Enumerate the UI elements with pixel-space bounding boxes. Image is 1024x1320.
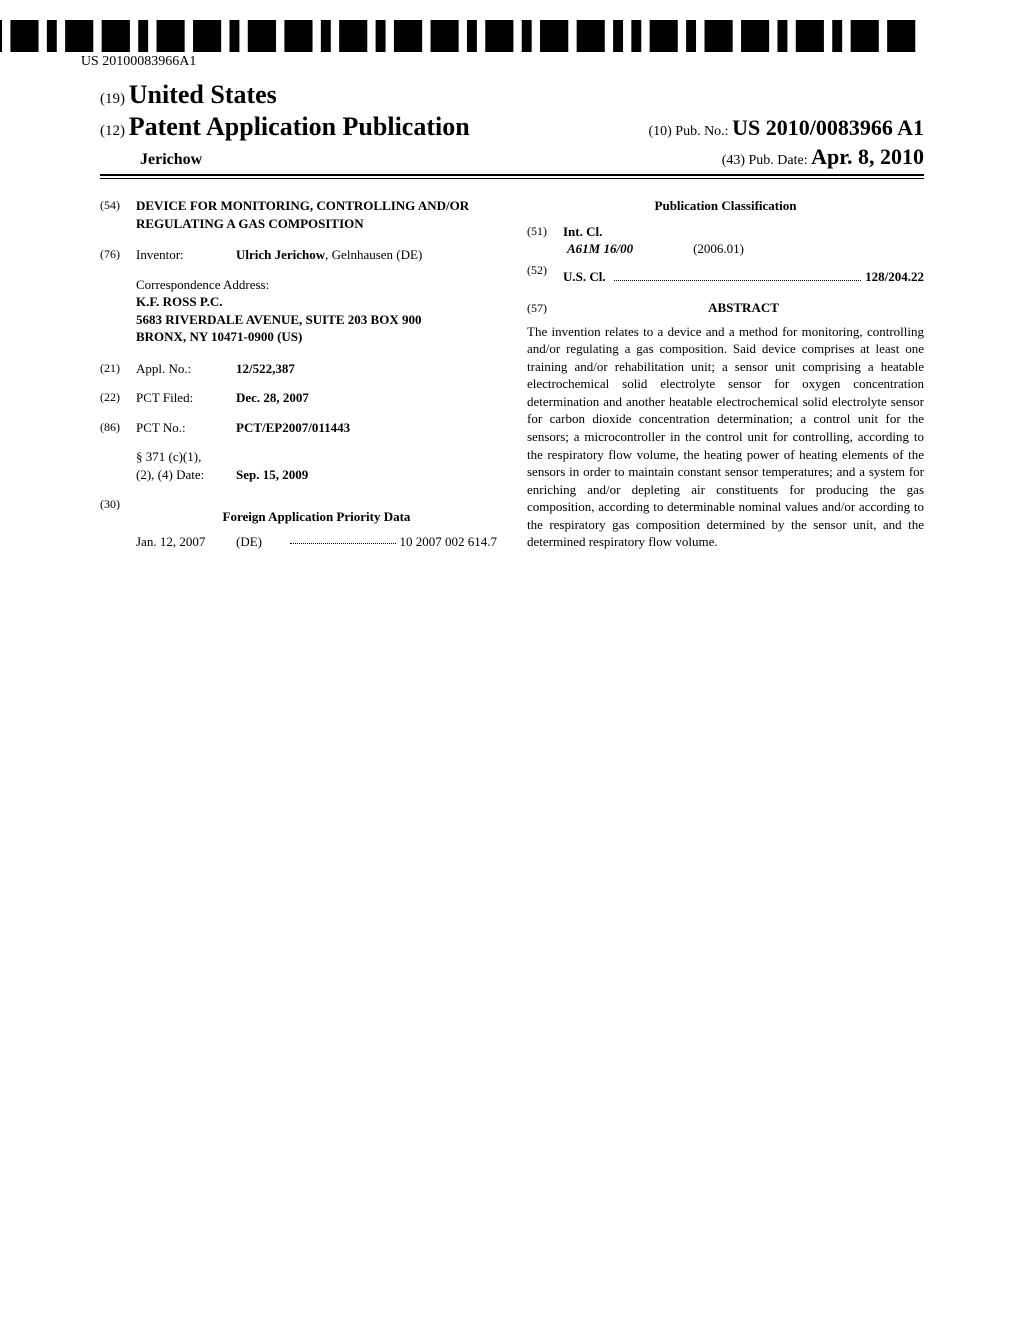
title-block: (54) DEVICE FOR MONITORING, CONTROLLING …	[100, 197, 497, 232]
intcl-row: A61M 16/00 (2006.01)	[563, 240, 924, 258]
code-43: (43)	[722, 153, 745, 168]
code-54: (54)	[100, 197, 136, 232]
pctfiled-row: (22) PCT Filed: Dec. 28, 2007	[100, 389, 497, 407]
priority-date: Jan. 12, 2007	[136, 533, 236, 551]
inventor-value: Ulrich Jerichow, Gelnhausen (DE)	[236, 246, 422, 264]
priority-country: (DE)	[236, 533, 286, 551]
abstract-head: ABSTRACT	[563, 299, 924, 317]
inventor-label: Inventor:	[136, 246, 236, 264]
header-line3-right: (43) Pub. Date: Apr. 8, 2010	[722, 144, 924, 170]
uscl-row: U.S. Cl. 128/204.22	[563, 268, 924, 286]
barcode-graphic: ▌█▌▌█▌▌█▌█▌▌▌▌█▌█▌▌█▌▌█▌█▌▌▌█▌▌█▌█▌▌█▌▌█…	[0, 20, 924, 52]
intcl-block: (51) Int. Cl. A61M 16/00 (2006.01)	[527, 223, 924, 258]
code-30: (30)	[100, 496, 136, 534]
pctfiled-value: Dec. 28, 2007	[236, 389, 309, 407]
abstract-text: The invention relates to a device and a …	[527, 323, 924, 551]
classification-head: Publication Classification	[527, 197, 924, 215]
code-12: (12)	[100, 123, 125, 139]
pubno-label: Pub. No.:	[675, 124, 728, 139]
intcl-content: Int. Cl. A61M 16/00 (2006.01)	[563, 223, 924, 258]
code-52: (52)	[527, 262, 563, 286]
s371-block: § 371 (c)(1), (2), (4) Date: Sep. 15, 20…	[136, 448, 497, 483]
uscl-block: (52) U.S. Cl. 128/204.22	[527, 262, 924, 286]
patent-cover-page: ▌█▌▌█▌▌█▌█▌▌▌▌█▌█▌▌█▌▌█▌█▌▌▌█▌▌█▌█▌▌█▌▌█…	[0, 0, 1024, 1320]
intcl-value: A61M 16/00	[567, 240, 633, 258]
left-column: (54) DEVICE FOR MONITORING, CONTROLLING …	[100, 197, 497, 551]
priority-row: Jan. 12, 2007 (DE) 10 2007 002 614.7	[136, 533, 497, 551]
s371-row: (2), (4) Date: Sep. 15, 2009	[136, 466, 497, 484]
inventor-row: (76) Inventor: Ulrich Jerichow, Gelnhaus…	[100, 246, 497, 264]
pctno-row: (86) PCT No.: PCT/EP2007/011443	[100, 419, 497, 437]
applicant-name: Jerichow	[100, 151, 202, 169]
corr-line3: BRONX, NY 10471-0900 (US)	[136, 328, 497, 346]
pctno-value: PCT/EP2007/011443	[236, 419, 350, 437]
priority-head: Foreign Application Priority Data	[136, 508, 497, 526]
code-22: (22)	[100, 389, 136, 407]
header-line2-right: (10) Pub. No.: US 2010/0083966 A1	[648, 115, 924, 141]
inventor-name: Ulrich Jerichow	[236, 247, 325, 262]
corr-label: Correspondence Address:	[136, 276, 497, 294]
correspondence-block: Correspondence Address: K.F. ROSS P.C. 5…	[136, 276, 497, 346]
inventor-location: , Gelnhausen (DE)	[325, 247, 422, 262]
pctno-label: PCT No.:	[136, 419, 236, 437]
pctfiled-label: PCT Filed:	[136, 389, 236, 407]
s371-label1: § 371 (c)(1),	[136, 448, 497, 466]
code-10: (10)	[648, 124, 671, 139]
doc-type: Patent Application Publication	[129, 112, 470, 141]
abstract-head-row: (57) ABSTRACT	[527, 285, 924, 323]
uscl-dots	[614, 270, 862, 281]
barcode-text: US 20100083966A1	[0, 54, 924, 70]
code-86: (86)	[100, 419, 136, 437]
code-21: (21)	[100, 360, 136, 378]
pubdate-label: Pub. Date:	[749, 153, 808, 168]
corr-line1: K.F. ROSS P.C.	[136, 293, 497, 311]
rule-light	[100, 178, 924, 179]
appl-label: Appl. No.:	[136, 360, 236, 378]
code-76: (76)	[100, 246, 136, 264]
priority-dots	[290, 533, 396, 544]
appl-value: 12/522,387	[236, 360, 295, 378]
s371-value: Sep. 15, 2009	[236, 466, 308, 484]
code-19: (19)	[100, 91, 125, 107]
pub-date: Apr. 8, 2010	[811, 144, 924, 169]
header-row2: (12) Patent Application Publication (10)…	[100, 112, 924, 142]
uscl-value: 128/204.22	[865, 268, 924, 286]
barcode-block: ▌█▌▌█▌▌█▌█▌▌▌▌█▌█▌▌█▌▌█▌█▌▌▌█▌▌█▌█▌▌█▌▌█…	[0, 20, 924, 70]
priority-number: 10 2007 002 614.7	[400, 533, 498, 551]
pub-number: US 2010/0083966 A1	[732, 115, 924, 140]
right-column: Publication Classification (51) Int. Cl.…	[527, 197, 924, 551]
body-columns: (54) DEVICE FOR MONITORING, CONTROLLING …	[100, 197, 924, 551]
header-line2-left: (12) Patent Application Publication	[100, 112, 470, 142]
appl-row: (21) Appl. No.: 12/522,387	[100, 360, 497, 378]
header-row3: Jerichow (43) Pub. Date: Apr. 8, 2010	[100, 144, 924, 170]
header-line1: (19) United States	[100, 80, 924, 110]
s371-label2: (2), (4) Date:	[136, 466, 236, 484]
code-51: (51)	[527, 223, 563, 258]
invention-title: DEVICE FOR MONITORING, CONTROLLING AND/O…	[136, 197, 497, 232]
header: (19) United States (12) Patent Applicati…	[100, 80, 924, 170]
intcl-label: Int. Cl.	[563, 223, 924, 241]
country: United States	[129, 80, 277, 109]
corr-line2: 5683 RIVERDALE AVENUE, SUITE 203 BOX 900	[136, 311, 497, 329]
priority-head-row: (30) Foreign Application Priority Data	[100, 496, 497, 534]
uscl-label: U.S. Cl.	[563, 268, 606, 286]
code-57: (57)	[527, 300, 563, 316]
rule-heavy	[100, 174, 924, 176]
intcl-year: (2006.01)	[693, 240, 744, 258]
